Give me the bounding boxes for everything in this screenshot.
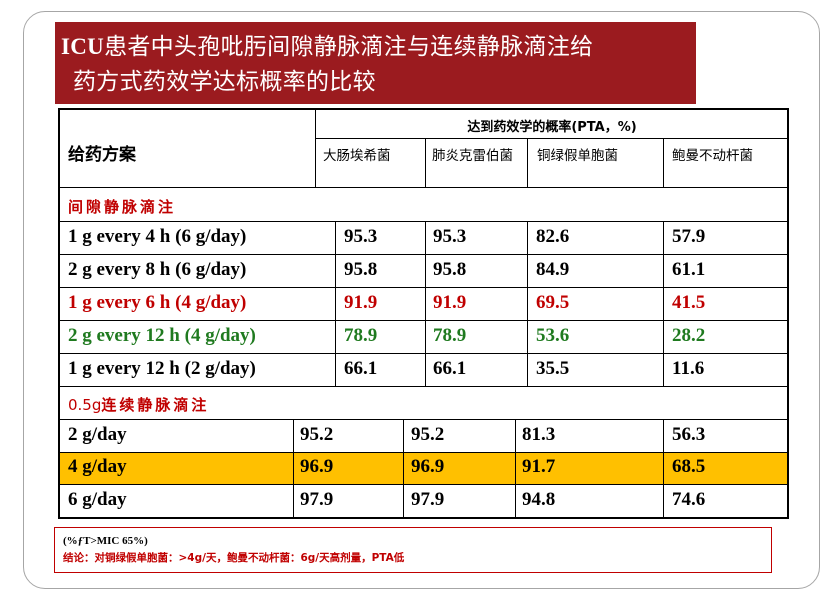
highlight-row-band: [60, 452, 787, 484]
pta-value-cell: 84.9: [536, 259, 570, 280]
title-line1-text: 患者中头孢吡肟间隙静脉滴注与连续静脉滴注给: [104, 34, 594, 60]
title-line-2: 药方式药效学达标概率的比较: [73, 69, 376, 95]
organism-header-acinetobacter: 鲍曼不动杆菌: [672, 148, 753, 164]
pta-value-cell: 96.9: [300, 456, 334, 477]
organism-header-pseudomonas: 铜绿假单胞菌: [537, 148, 618, 164]
regimen-cell: 1 g every 12 h (2 g/day): [68, 358, 256, 379]
note-conclusion: 结论：对铜绿假单胞菌：>4g/天，鲍曼不动杆菌：6g/天高剂量，PTA低: [63, 552, 405, 564]
pta-value-cell: 53.6: [536, 325, 570, 346]
pta-value-cell: 78.9: [433, 325, 467, 346]
note-condition: (%ƒT>MIC 65%): [63, 535, 148, 547]
pta-value-cell: 91.7: [522, 456, 556, 477]
regimen-cell: 2 g every 8 h (6 g/day): [68, 259, 247, 280]
pta-value-cell: 66.1: [433, 358, 467, 379]
regimen-cell: 4 g/day: [68, 456, 127, 477]
pta-value-cell: 74.6: [672, 489, 706, 510]
plan-header: 给药方案: [68, 145, 136, 165]
pta-value-cell: 28.2: [672, 325, 706, 346]
pta-value-cell: 56.3: [672, 424, 706, 445]
pta-value-cell: 95.2: [300, 424, 334, 445]
pta-value-cell: 61.1: [672, 259, 706, 280]
pta-value-cell: 95.3: [433, 226, 467, 247]
organism-header-ecoli: 大肠埃希菌: [323, 148, 391, 164]
pta-value-cell: 35.5: [536, 358, 570, 379]
section-intermittent: 间隙静脉滴注: [68, 198, 177, 216]
slide-title: ICU患者中头孢吡肟间隙静脉滴注与连续静脉滴注给 药方式药效学达标概率的比较: [55, 22, 696, 104]
section-continuous: 0.5g连续静脉滴注: [68, 394, 209, 415]
organism-header-klebsiella: 肺炎克雷伯菌: [432, 148, 513, 164]
pta-value-cell: 82.6: [536, 226, 570, 247]
pta-value-cell: 41.5: [672, 292, 706, 313]
pta-value-cell: 81.3: [522, 424, 556, 445]
regimen-cell: 2 g every 12 h (4 g/day): [68, 325, 256, 346]
pta-value-cell: 95.8: [433, 259, 467, 280]
regimen-cell: 1 g every 6 h (4 g/day): [68, 292, 247, 313]
section-continuous-dose: 0.5g: [68, 396, 102, 414]
pta-value-cell: 68.5: [672, 456, 706, 477]
regimen-cell: 2 g/day: [68, 424, 127, 445]
pta-value-cell: 78.9: [344, 325, 378, 346]
pta-value-cell: 91.9: [433, 292, 467, 313]
note-box: (%ƒT>MIC 65%) 结论：对铜绿假单胞菌：>4g/天，鲍曼不动杆菌：6g…: [54, 527, 772, 573]
pta-value-cell: 95.3: [344, 226, 378, 247]
pta-value-cell: 95.2: [411, 424, 445, 445]
pta-value-cell: 97.9: [411, 489, 445, 510]
pta-value-cell: 57.9: [672, 226, 706, 247]
title-line-1: ICU患者中头孢吡肟间隙静脉滴注与连续静脉滴注给: [61, 29, 696, 65]
regimen-cell: 1 g every 4 h (6 g/day): [68, 226, 247, 247]
pta-value-cell: 11.6: [672, 358, 705, 379]
regimen-cell: 6 g/day: [68, 489, 127, 510]
title-prefix: ICU: [61, 34, 105, 59]
section-continuous-text: 连续静脉滴注: [101, 396, 210, 414]
pta-value-cell: 95.8: [344, 259, 378, 280]
pta-value-cell: 96.9: [411, 456, 445, 477]
pta-value-cell: 66.1: [344, 358, 378, 379]
pta-value-cell: 94.8: [522, 489, 556, 510]
pta-header: 达到药效学的概率(PTA，%): [467, 120, 637, 135]
pta-value-cell: 91.9: [344, 292, 378, 313]
pta-comparison-table: 给药方案 达到药效学的概率(PTA，%) 大肠埃希菌 肺炎克雷伯菌 铜绿假单胞菌…: [58, 108, 789, 519]
pta-value-cell: 97.9: [300, 489, 334, 510]
pta-value-cell: 69.5: [536, 292, 570, 313]
